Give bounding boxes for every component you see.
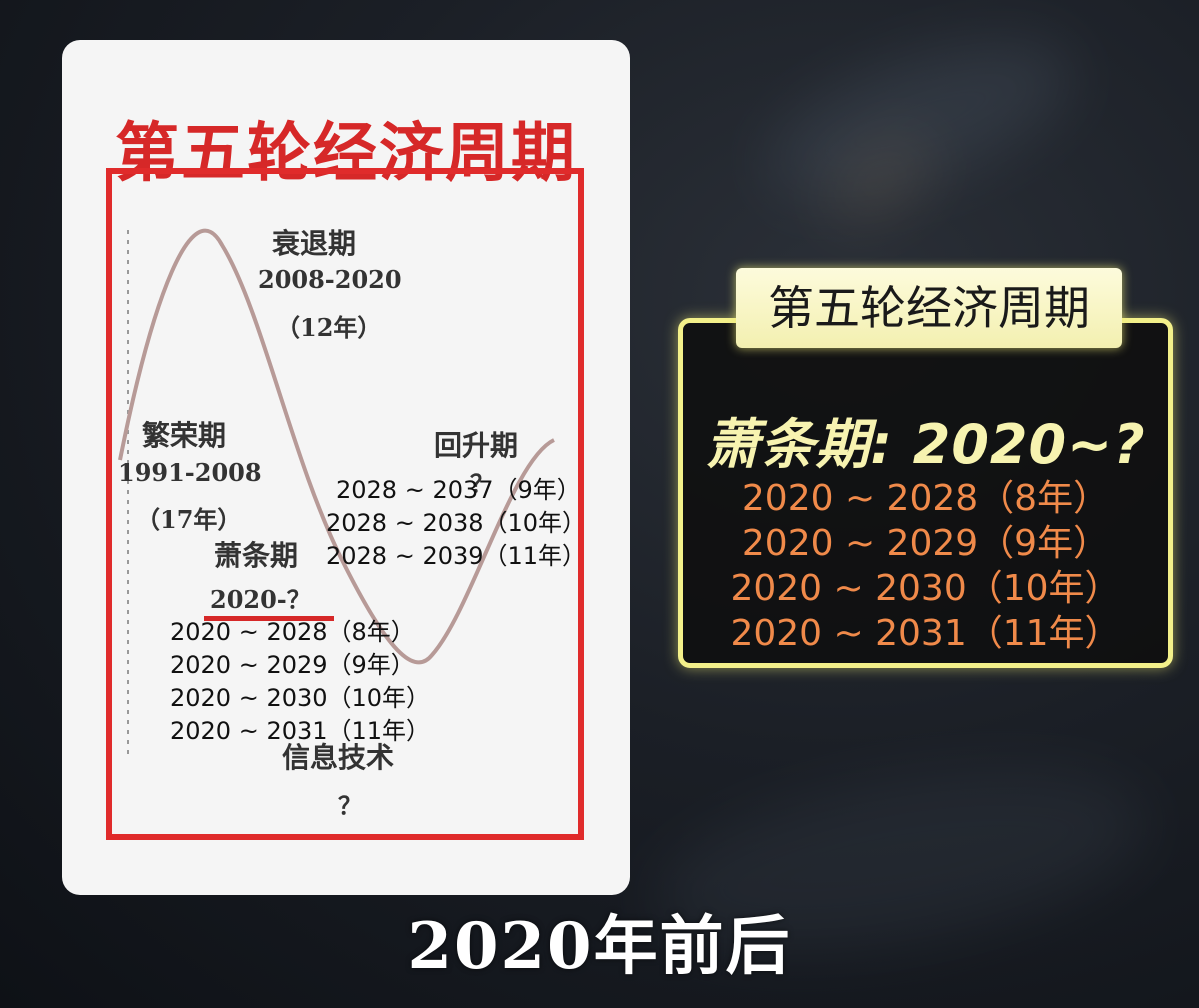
depression-range-item: 2020 ~ 2029（9年） bbox=[170, 651, 415, 679]
recovery-range-item: 2028 ~ 2038（10年） bbox=[326, 509, 587, 537]
depression-range-item: 2020 ~ 2031（11年） bbox=[170, 717, 431, 745]
tech-label: 信息技术 bbox=[282, 741, 395, 774]
red-frame bbox=[106, 168, 584, 840]
depression-range-item: 2020 ~ 2030（10年） bbox=[170, 684, 431, 712]
recovery-range-item: 2028 ~ 2039（11年） bbox=[326, 542, 587, 570]
tech-years: ？ bbox=[338, 791, 362, 820]
recession-label: 衰退期 bbox=[272, 227, 357, 260]
prosperity-duration: （17年） bbox=[136, 505, 242, 534]
recovery-range-item: 2028 ~ 2037（9年） bbox=[336, 476, 581, 504]
cycle-card: 第五轮经济周期 衰退期 2008-2020 （12年） 繁荣期 1991-200… bbox=[62, 40, 630, 895]
right-panel-item: 2020 ~ 2030（10年） bbox=[730, 568, 1121, 609]
background-glow bbox=[749, 8, 1091, 232]
recovery-years: ？ bbox=[470, 469, 494, 498]
recession-duration: （12年） bbox=[276, 313, 382, 342]
recovery-range-list: 2028 ~ 2037（9年） 2028 ~ 2038（10年） 2028 ~ … bbox=[326, 474, 586, 573]
right-panel bbox=[678, 318, 1173, 668]
cycle-curve bbox=[118, 228, 555, 760]
right-panel-heading: 萧条期: 2020~? bbox=[705, 413, 1146, 476]
depression-underline bbox=[204, 616, 334, 621]
prosperity-label: 繁荣期 bbox=[142, 419, 227, 452]
depression-range-item: 2020 ~ 2028（8年） bbox=[170, 618, 415, 646]
right-panel-item: 2020 ~ 2029（9年） bbox=[741, 523, 1110, 564]
right-panel-item: 2020 ~ 2028（8年） bbox=[741, 478, 1110, 519]
depression-years: 2020-？ bbox=[210, 585, 311, 614]
recovery-label: 回升期 bbox=[434, 429, 519, 462]
video-caption: 2020年前后 bbox=[407, 909, 792, 984]
depression-label: 萧条期 bbox=[214, 539, 299, 572]
right-panel-list: 2020 ~ 2028（8年） 2020 ~ 2029（9年） 2020 ~ 2… bbox=[678, 476, 1173, 656]
cycle-curve-line bbox=[118, 228, 555, 665]
prosperity-years: 1991-2008 bbox=[118, 458, 262, 487]
right-panel-item: 2020 ~ 2031（11年） bbox=[730, 613, 1121, 654]
depression-range-list: 2020 ~ 2028（8年） 2020 ~ 2029（9年） 2020 ~ 2… bbox=[170, 616, 430, 748]
recession-years: 2008-2020 bbox=[258, 265, 402, 294]
card-title: 第五轮经济周期 bbox=[115, 117, 577, 191]
right-panel-tab: 第五轮经济周期 bbox=[736, 268, 1122, 348]
